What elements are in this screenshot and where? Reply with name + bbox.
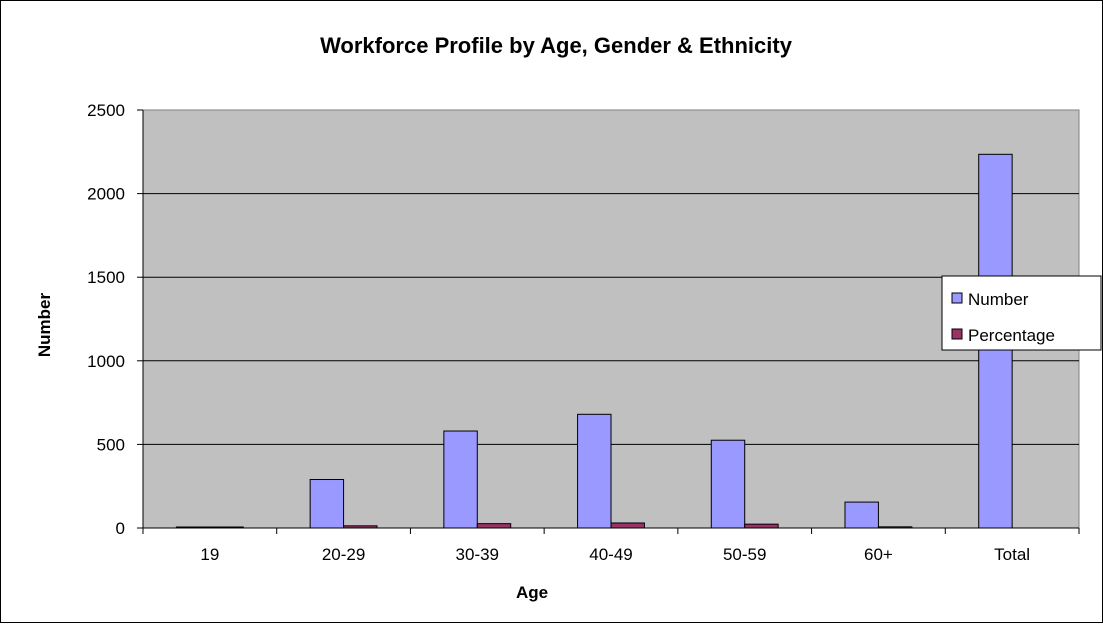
y-tick-label: 0 [116,519,125,538]
bar-number-20-29 [309,479,345,529]
bar-number-50-59 [710,439,746,529]
y-tick-label: 500 [97,435,125,454]
y-tick-label: 2500 [87,101,125,120]
y-tick-label: 1500 [87,268,125,287]
legend-box [941,275,1102,351]
bar-number-30-39 [443,430,478,529]
y-tick-label: 1000 [87,352,125,371]
x-tick-label: Total [994,545,1030,564]
x-tick-label: 19 [200,545,219,564]
x-tick-label: 20-29 [322,545,365,564]
x-tick-label: 60+ [864,545,893,564]
bar-number-60+ [844,501,879,529]
bar-percentage-40-49 [610,522,645,529]
chart-title: Workforce Profile by Age, Gender & Ethni… [320,33,793,58]
x-tick-label: 40-49 [589,545,632,564]
bar-number-40-49 [577,413,612,529]
x-tick-labels: 19 20-29 30-39 40-49 50-59 60+ Total [200,545,1030,564]
legend: Number Percentage [941,275,1102,351]
y-tick-labels: 0 500 1000 1500 2000 2500 [87,101,125,538]
legend-label-percentage: Percentage [968,326,1055,345]
x-axis-title: Age [516,583,548,602]
axes [137,109,1080,534]
legend-swatch-percentage [951,328,963,340]
x-tick-label: 50-59 [723,545,766,564]
legend-swatch-number [951,292,963,304]
bar-percentage-50-59 [744,523,779,529]
y-tick-label: 2000 [87,185,125,204]
x-tick-label: 30-39 [456,545,499,564]
legend-label-number: Number [968,290,1029,309]
y-axis-title: Number [35,293,54,358]
bar-percentage-30-39 [476,523,512,529]
